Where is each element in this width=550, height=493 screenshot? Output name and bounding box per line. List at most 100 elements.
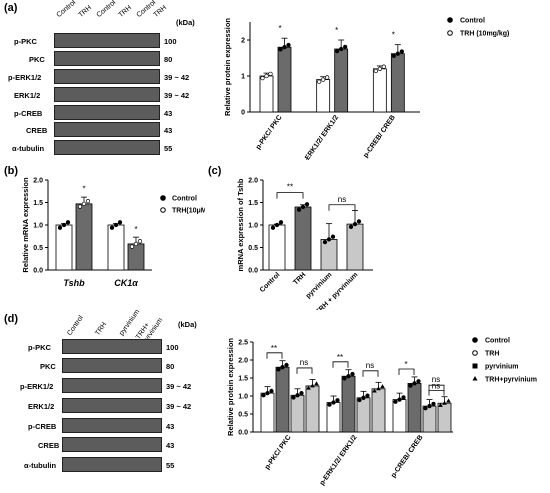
bar [260,392,275,433]
legend-label: Control [172,196,197,203]
data-point [85,199,91,204]
y-tick-label: 1.5 [33,200,43,207]
x-tick-label: Control [259,271,282,294]
panel-a-label: (a) [4,2,18,14]
panel-c-label: (c) [208,165,222,177]
significance-bracket [332,361,349,368]
data-point [81,201,87,206]
significance-bracket [398,368,415,375]
data-point [377,66,382,71]
significance-label: ns [432,382,440,391]
data-point [335,49,340,54]
bar [320,239,338,271]
blot-band [62,398,162,413]
data-point [393,399,398,404]
y-tick-label: 2 [241,38,245,45]
kda-header: (kDa) [178,320,197,329]
y-tick-label: 1.0 [238,394,248,401]
data-point [326,237,332,242]
significance-bracket [428,390,445,396]
blot-row-label: CREB [38,441,60,450]
data-point [274,222,280,228]
lane-label: Control [66,314,85,337]
blot-row-label: PKC [29,55,45,64]
data-point [348,224,354,229]
x-tick-label: p-CREB/ CREB [390,434,425,479]
legend-label: TRH+pyrvinium [485,377,537,384]
significance-bracket [276,192,304,199]
data-point [314,381,319,386]
x-tick-label: p-PKC/ PKC [264,434,293,471]
blot-kda: 43 [164,109,173,118]
kda-header: (kDa) [176,18,195,27]
significance-label: * [404,360,407,369]
data-point [322,239,328,245]
data-point [335,398,340,403]
bar [275,366,290,433]
y-tick-label: 1.5 [248,200,258,207]
blot-row-label: p-ERK1/2 [20,382,54,391]
data-point [416,379,421,384]
data-point [372,388,377,393]
legend-label: Control [485,338,510,345]
data-point [268,71,273,76]
lane-label: TRH [77,4,94,19]
legend-marker [447,30,453,36]
bar [107,224,125,271]
lane-label: TRH [117,4,134,19]
blot-kda: 100 [164,37,177,46]
blot-row-label: CREB [26,126,48,135]
bar [326,402,341,433]
significance-bracket [362,370,379,377]
x-tick-label: p-CREB/ CREB [362,114,397,159]
y-tick-label: 0.5 [248,245,258,252]
data-point [408,383,413,388]
data-point [356,219,362,224]
y-tick-label: 1 [241,74,245,81]
data-point [397,397,402,402]
blot-band [54,87,160,102]
legend-marker [472,363,478,369]
data-point [265,390,270,396]
data-point [65,220,71,225]
data-point [431,401,436,407]
blot-band [54,69,160,84]
data-point [286,42,291,48]
data-point [269,388,274,394]
blot-kda: 43 [166,441,175,450]
blot-row-label: α-tubulin [24,461,57,470]
bar [371,388,386,433]
blot-band [62,339,162,354]
data-point [346,374,351,379]
blot-band [54,105,160,120]
data-point [352,221,358,227]
bar [334,48,349,113]
data-point [427,403,432,409]
significance-label: * [134,225,137,234]
data-point [423,406,428,411]
blot-row-label: ERK1/2 [28,402,55,411]
y-tick-label: 0.0 [33,268,43,275]
y-tick-label: 2.0 [33,178,43,185]
y-tick-label: 1.0 [248,223,258,230]
significance-label: * [335,26,338,35]
legend-marker [472,350,478,356]
y-tick-label: 2.0 [248,178,258,185]
data-point [365,393,370,398]
blot-kda: 39 ~ 42 [164,91,190,100]
data-point [306,385,311,390]
data-point [299,390,304,396]
data-point [117,220,123,225]
data-point [331,400,336,405]
blot-row-label: α-tubulin [12,144,45,153]
legend-marker [447,17,453,23]
legend-label: TRH (10mg/kg) [460,31,509,38]
data-point [61,222,67,228]
data-point [339,46,344,52]
bar [341,375,356,433]
blot-band [62,378,162,393]
bar [55,224,73,271]
blot-kda: 55 [166,461,175,470]
